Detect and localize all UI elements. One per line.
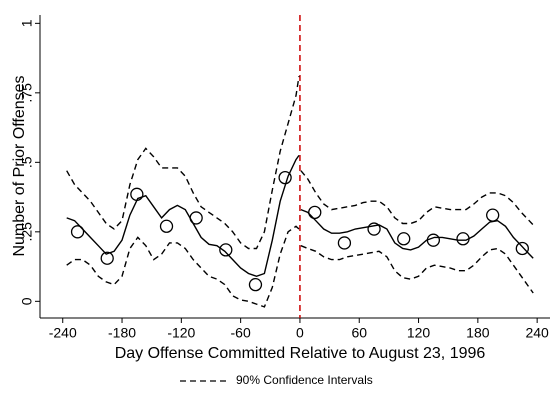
y-tick-label: .5	[19, 156, 35, 168]
point	[337, 236, 352, 250]
point	[248, 277, 263, 292]
point	[159, 219, 174, 233]
y-tick-label: .75	[19, 83, 35, 103]
point	[130, 187, 144, 201]
x-tick-label: 0	[296, 325, 304, 341]
x-tick-label: -60	[231, 325, 251, 341]
ci-upper-line	[66, 76, 534, 250]
x-tick-label: 60	[351, 325, 367, 341]
point	[278, 170, 292, 185]
x-tick-label: 240	[525, 325, 549, 341]
point	[486, 208, 500, 222]
x-tick-label: 120	[407, 325, 431, 341]
x-tick-label: 180	[466, 325, 490, 341]
point	[367, 222, 381, 236]
point	[100, 251, 114, 265]
fit-line	[66, 154, 534, 278]
point	[397, 232, 411, 246]
point	[426, 233, 441, 247]
x-tick-label: -180	[108, 325, 136, 341]
x-axis-title: Day Offense Committed Relative to August…	[115, 345, 486, 362]
y-tick-label: .25	[19, 222, 35, 242]
y-tick-label: 1	[19, 19, 35, 27]
y-tick-label: 0	[19, 297, 35, 305]
point	[219, 243, 233, 257]
legend-label: 90% Confidence Intervals	[236, 373, 373, 387]
point	[308, 205, 322, 220]
point	[456, 232, 470, 246]
x-tick-label: -240	[49, 325, 77, 341]
y-axis-title: Number of Prior Offenses	[11, 75, 28, 256]
point	[189, 211, 203, 225]
point	[70, 225, 85, 239]
ci-lower-line	[66, 225, 534, 308]
point	[515, 241, 529, 256]
x-tick-label: -120	[167, 325, 195, 341]
